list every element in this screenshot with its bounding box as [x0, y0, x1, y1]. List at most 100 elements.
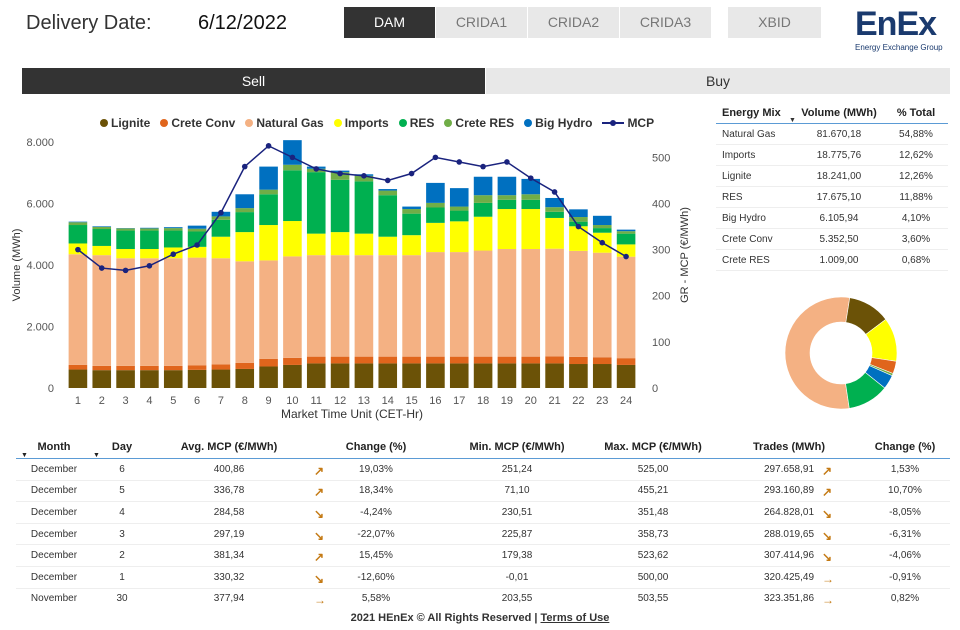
bar-segment-big-hydro[interactable]: [497, 176, 517, 196]
bar-segment-res[interactable]: [283, 170, 302, 222]
bar-segment-crete-conv[interactable]: [211, 364, 231, 370]
bar-segment-natural-gas[interactable]: [116, 258, 135, 366]
bar-segment-lignite[interactable]: [163, 370, 183, 388]
bar-segment-lignite[interactable]: [306, 363, 326, 388]
bar-segment-res[interactable]: [330, 179, 350, 233]
bar-segment-natural-gas[interactable]: [283, 256, 302, 358]
bar-segment-res[interactable]: [92, 229, 112, 246]
bar-segment-crete-conv[interactable]: [140, 365, 159, 371]
header-energy-mix[interactable]: Energy Mix: [722, 107, 781, 119]
bar-segment-big-hydro[interactable]: [378, 189, 398, 191]
bar-segment-imports[interactable]: [140, 249, 159, 259]
header-pct-total[interactable]: % Total: [896, 107, 936, 119]
bar-segment-lignite[interactable]: [473, 363, 493, 388]
bar-segment-res[interactable]: [616, 233, 636, 245]
donut-slice-natural-gas[interactable]: [784, 296, 851, 410]
bar-segment-lignite[interactable]: [330, 363, 350, 388]
bar-segment-natural-gas[interactable]: [616, 256, 636, 359]
mcp-point[interactable]: [575, 223, 582, 230]
bar-segment-natural-gas[interactable]: [592, 252, 612, 358]
bar-segment-big-hydro[interactable]: [140, 227, 159, 229]
mcp-point[interactable]: [218, 209, 224, 216]
tab-xbid[interactable]: XBID: [728, 7, 821, 38]
header-trades[interactable]: Trades (MWh): [752, 441, 826, 453]
tab-sell[interactable]: Sell: [22, 68, 485, 94]
tab-crida1[interactable]: CRIDA1: [436, 7, 527, 38]
bar-segment-res[interactable]: [592, 228, 612, 233]
bar-segment-imports[interactable]: [92, 245, 112, 256]
bar-segment-natural-gas[interactable]: [545, 248, 564, 357]
header-min-mcp[interactable]: Min. MCP (€/MWh): [469, 441, 565, 453]
mcp-point[interactable]: [98, 265, 105, 271]
bar-segment-natural-gas[interactable]: [449, 252, 469, 357]
energy-mix-row[interactable]: Lignite 18.241,00 12,26%: [716, 166, 948, 187]
tab-dam[interactable]: DAM: [344, 7, 435, 38]
header-change-trades[interactable]: Change (%): [874, 441, 936, 453]
bar-segment-crete-conv[interactable]: [330, 356, 350, 364]
bar-segment-crete-conv[interactable]: [592, 357, 612, 365]
bar-segment-lignite[interactable]: [235, 368, 255, 388]
mcp-point[interactable]: [361, 173, 367, 179]
bar-segment-imports[interactable]: [426, 222, 445, 253]
bar-segment-crete-res[interactable]: [116, 228, 135, 231]
bar-segment-lignite[interactable]: [378, 363, 398, 388]
bar-segment-crete-res[interactable]: [426, 202, 445, 208]
terms-of-use-link[interactable]: Terms of Use: [540, 612, 610, 624]
bar-segment-natural-gas[interactable]: [235, 261, 255, 363]
mcp-point[interactable]: [194, 242, 200, 248]
bar-segment-lignite[interactable]: [402, 363, 421, 388]
bar-segment-crete-res[interactable]: [68, 222, 88, 226]
bar-segment-big-hydro[interactable]: [259, 166, 278, 190]
bar-segment-lignite[interactable]: [569, 364, 588, 388]
bar-segment-natural-gas[interactable]: [306, 255, 326, 357]
bar-segment-lignite[interactable]: [521, 363, 541, 388]
table-row[interactable]: December 5 336,78 ↗ 18,34% 71,10 455,21 293.160…: [16, 481, 950, 503]
bar-segment-natural-gas[interactable]: [163, 258, 183, 366]
bar-segment-crete-res[interactable]: [616, 231, 636, 234]
bar-segment-natural-gas[interactable]: [378, 255, 398, 357]
bar-segment-crete-res[interactable]: [283, 164, 302, 171]
bar-segment-natural-gas[interactable]: [402, 255, 421, 357]
sort-down-icon[interactable]: ▼: [789, 117, 796, 124]
bar-segment-imports[interactable]: [402, 235, 421, 256]
tab-crida2[interactable]: CRIDA2: [528, 7, 619, 38]
mcp-point[interactable]: [456, 159, 463, 165]
header-max-mcp[interactable]: Max. MCP (€/MWh): [604, 441, 702, 453]
bar-segment-res[interactable]: [259, 194, 278, 226]
bar-segment-res[interactable]: [211, 219, 231, 237]
table-row[interactable]: November 30 377,94 → 5,58% 203,55 503,55 323.35…: [16, 589, 950, 610]
bar-segment-crete-conv[interactable]: [521, 356, 541, 364]
bar-segment-crete-conv[interactable]: [616, 358, 636, 365]
donut-slice-res[interactable]: [845, 371, 886, 409]
bar-segment-imports[interactable]: [235, 232, 255, 262]
bar-segment-crete-res[interactable]: [402, 209, 421, 214]
bar-segment-imports[interactable]: [521, 209, 541, 250]
bar-segment-crete-conv[interactable]: [306, 356, 326, 364]
bar-segment-natural-gas[interactable]: [521, 249, 541, 357]
bar-segment-imports[interactable]: [259, 225, 278, 261]
bar-segment-lignite[interactable]: [68, 369, 88, 388]
mcp-point[interactable]: [337, 170, 343, 177]
bar-segment-lignite[interactable]: [92, 370, 112, 388]
bar-segment-crete-conv[interactable]: [545, 356, 564, 364]
bar-segment-crete-conv[interactable]: [569, 356, 588, 365]
bar-segment-imports[interactable]: [330, 232, 350, 256]
bar-segment-res[interactable]: [163, 230, 183, 248]
bar-segment-natural-gas[interactable]: [187, 257, 207, 366]
bar-segment-natural-gas[interactable]: [92, 255, 112, 366]
bar-segment-res[interactable]: [402, 213, 421, 236]
header-volume[interactable]: Volume (MWh): [801, 107, 877, 119]
mcp-point[interactable]: [170, 251, 177, 258]
bar-segment-crete-conv[interactable]: [402, 356, 421, 364]
bar-segment-crete-conv[interactable]: [235, 362, 255, 369]
bar-segment-natural-gas[interactable]: [426, 252, 445, 357]
bar-segment-lignite[interactable]: [211, 369, 231, 388]
bar-segment-big-hydro[interactable]: [402, 206, 421, 210]
mcp-point[interactable]: [623, 253, 629, 260]
mcp-point[interactable]: [504, 159, 510, 165]
bar-segment-imports[interactable]: [306, 233, 326, 256]
bar-segment-lignite[interactable]: [592, 364, 612, 388]
header-day[interactable]: Day: [111, 441, 133, 453]
bar-segment-natural-gas[interactable]: [569, 250, 588, 357]
bar-segment-big-hydro[interactable]: [426, 182, 445, 203]
